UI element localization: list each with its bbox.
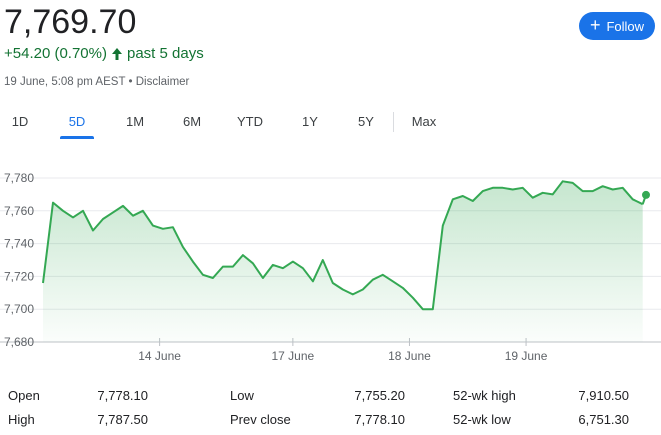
tab-6m[interactable]: 6M [182, 114, 202, 129]
x-tick-label: 17 June [272, 349, 315, 363]
tab-divider [393, 112, 394, 132]
plus-icon: + [589, 15, 601, 35]
disclaimer-link[interactable]: Disclaimer [135, 76, 190, 88]
stat-label-prev-close: Prev close [230, 412, 291, 427]
quote-timestamp: 19 June, 5:08 pm AEST [4, 76, 126, 88]
x-tick-label: 18 June [388, 349, 431, 363]
stat-label-52wk-low: 52-wk low [453, 412, 511, 427]
stat-label-open: Open [8, 388, 40, 403]
stat-value-low: 7,755.20 [354, 388, 405, 403]
stat-value-high: 7,787.50 [97, 412, 148, 427]
y-tick-label: 7,780 [4, 171, 34, 185]
x-tick-label: 14 June [138, 349, 181, 363]
tab-1d[interactable]: 1D [11, 114, 29, 129]
y-tick-label: 7,700 [4, 302, 34, 316]
change-value: +54.20 (0.70%) [4, 45, 107, 62]
arrow-up-icon [111, 47, 123, 61]
follow-label: Follow [606, 18, 645, 34]
x-tick-label: 19 June [505, 349, 548, 363]
meta-separator: • [128, 76, 133, 88]
follow-button[interactable]: + Follow [579, 12, 655, 40]
tab-max[interactable]: Max [411, 114, 437, 129]
stat-value-open: 7,778.10 [97, 388, 148, 403]
tab-1y[interactable]: 1Y [302, 114, 318, 129]
stat-value-prev-close: 7,778.10 [354, 412, 405, 427]
tab-5d[interactable]: 5D [68, 114, 86, 129]
tab-1m[interactable]: 1M [125, 114, 145, 129]
price-change: +54.20 (0.70%) past 5 days [4, 45, 204, 62]
stat-value-52wk-high: 7,910.50 [578, 388, 629, 403]
y-tick-label: 7,720 [4, 269, 34, 283]
price-area [43, 181, 643, 342]
stat-label-high: High [8, 412, 35, 427]
y-tick-label: 7,680 [4, 335, 34, 349]
stat-label-low: Low [230, 388, 254, 403]
active-tab-indicator [60, 136, 94, 139]
stock-price: 7,769.70 [4, 3, 137, 41]
range-tabs: 1D 5D 1M 6M YTD 1Y 5Y Max [0, 106, 661, 140]
quote-meta: 19 June, 5:08 pm AEST • Disclaimer [4, 76, 189, 88]
price-chart[interactable]: 7,780 7,760 7,740 7,720 7,700 7,680 14 June 17 … [0, 160, 661, 372]
stat-label-52wk-high: 52-wk high [453, 388, 516, 403]
y-tick-label: 7,760 [4, 204, 34, 218]
current-price-dot [642, 190, 651, 199]
change-period: past 5 days [127, 45, 204, 62]
y-tick-label: 7,740 [4, 237, 34, 251]
tab-5y[interactable]: 5Y [358, 114, 374, 129]
price-line [42, 180, 644, 311]
stat-value-52wk-low: 6,751.30 [578, 412, 629, 427]
tab-ytd[interactable]: YTD [237, 114, 263, 129]
